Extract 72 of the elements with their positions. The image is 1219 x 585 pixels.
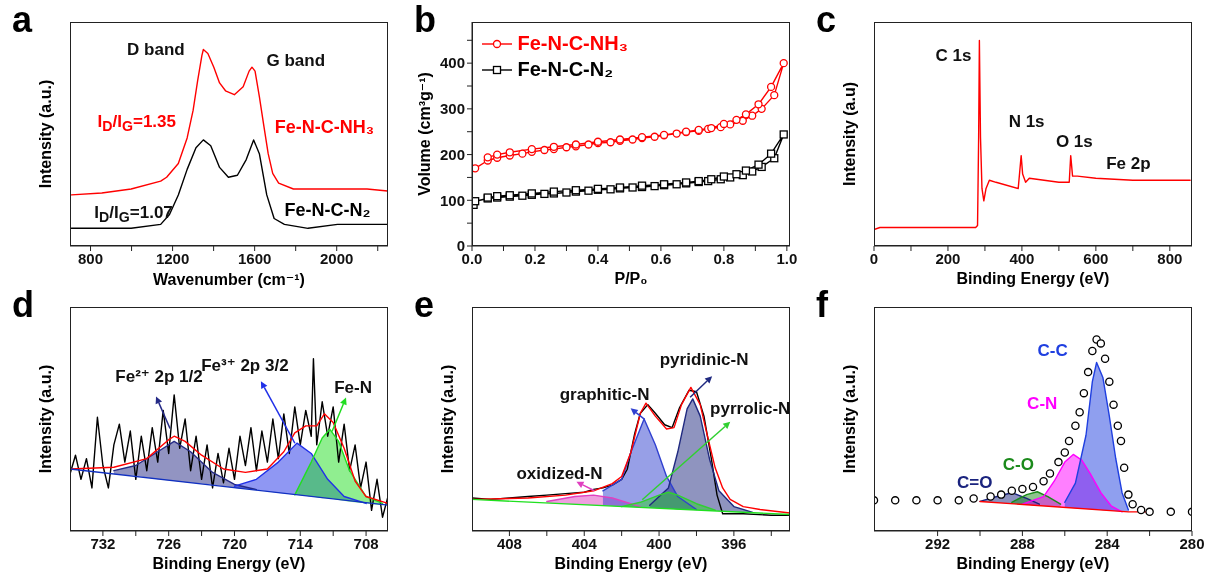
x-tick-label: 726 bbox=[156, 534, 182, 552]
annotation: C-N bbox=[1027, 393, 1058, 413]
series-label: Fe-N-C-N₂ bbox=[284, 199, 371, 221]
x-tick-label: 0.4 bbox=[587, 249, 610, 267]
text: pyridinic-N bbox=[659, 349, 749, 369]
x-tick-label: 408 bbox=[496, 534, 522, 552]
x-tick-label: 708 bbox=[353, 534, 379, 552]
y-axis-title: Intensity (a.u.) bbox=[37, 364, 55, 474]
annotation: O 1s bbox=[1055, 131, 1093, 151]
x-tick-label: 2000 bbox=[320, 249, 354, 267]
x-tick-label: 1200 bbox=[155, 249, 190, 267]
x-tick-label: 732 bbox=[90, 534, 116, 552]
annotation: C=O bbox=[957, 472, 993, 492]
x-tick-label: 714 bbox=[287, 534, 314, 552]
x-tick-label: 280 bbox=[1179, 534, 1205, 552]
annotation: Fe³⁺ 2p 3/2 bbox=[201, 355, 289, 375]
chart-title: c bbox=[816, 0, 837, 40]
x-tick-label: 284 bbox=[1094, 534, 1121, 552]
x-tick-label: 400 bbox=[646, 534, 672, 552]
x-tick-label: 292 bbox=[925, 534, 951, 552]
legend-label: Fe-N-C-NH₃ bbox=[517, 32, 628, 56]
y-axis-title: Intensity (a.u.) bbox=[37, 79, 55, 189]
annotation: I$_{D}$/I$_{G}$=1.35 bbox=[97, 111, 176, 134]
y-axis-title: Intensity (a.u.) bbox=[439, 364, 457, 474]
x-tick-label: 0.6 bbox=[650, 249, 672, 267]
annotation: Fe 2p bbox=[1106, 153, 1151, 173]
chart-title: f bbox=[816, 284, 828, 325]
x-axis-title: Binding Energy (eV) bbox=[151, 555, 307, 573]
x-tick-label: 396 bbox=[721, 534, 747, 552]
x-tick-label: 1600 bbox=[237, 249, 272, 267]
x-axis-title: Binding Energy (eV) bbox=[955, 270, 1111, 288]
chart-title: a bbox=[12, 0, 33, 40]
annotation: G band bbox=[266, 50, 326, 70]
annotation: C 1s bbox=[935, 45, 972, 65]
y-tick-label: 400 bbox=[439, 54, 465, 72]
annotation: oxidized-N bbox=[516, 463, 603, 483]
y-axis-title: Volume (cm³g⁻¹) bbox=[414, 72, 434, 196]
x-tick-label: 0 bbox=[869, 249, 879, 267]
annotation: graphitic-N bbox=[559, 384, 650, 404]
annotation: Fe²⁺ 2p 1/2 bbox=[115, 366, 203, 386]
annotation: pyrrolic-N bbox=[710, 398, 791, 418]
x-tick-label: 404 bbox=[571, 534, 598, 552]
x-tick-label: 0.2 bbox=[524, 249, 546, 267]
legend-label: Fe-N-C-N₂ bbox=[517, 58, 614, 82]
chart-title: e bbox=[414, 284, 435, 325]
x-axis-title: Binding Energy (eV) bbox=[553, 555, 709, 573]
y-axis-title: Intensity (a.u.) bbox=[841, 364, 859, 474]
x-tick-label: 800 bbox=[78, 249, 104, 267]
y-tick-label: 100 bbox=[439, 191, 465, 209]
x-axis-title: Binding Energy (eV) bbox=[955, 555, 1111, 573]
x-tick-label: 288 bbox=[1009, 534, 1035, 552]
y-tick-label: 0 bbox=[456, 237, 465, 255]
chart-title: d bbox=[12, 284, 34, 325]
annotation: D band bbox=[127, 39, 185, 59]
x-axis-title: Wavenumber (cm⁻¹) bbox=[152, 270, 306, 289]
chart-title: b bbox=[414, 0, 436, 40]
annotation: N 1s bbox=[1008, 111, 1045, 131]
x-tick-label: 0.8 bbox=[713, 249, 735, 267]
y-axis-title: Intensity (a.u) bbox=[841, 81, 859, 187]
x-tick-label: 600 bbox=[1083, 249, 1109, 267]
y-tick-label: 300 bbox=[439, 100, 465, 118]
annotation: C-C bbox=[1037, 340, 1068, 360]
x-axis-title: P/P₀ bbox=[613, 270, 649, 288]
x-tick-label: 400 bbox=[1009, 249, 1035, 267]
x-tick-label: 800 bbox=[1157, 249, 1183, 267]
annotation: Fe-N bbox=[334, 377, 372, 397]
x-tick-label: 1.0 bbox=[776, 249, 798, 267]
x-tick-label: 720 bbox=[221, 534, 247, 552]
annotation: C-O bbox=[1002, 454, 1034, 474]
series-label: Fe-N-C-NH₃ bbox=[274, 116, 375, 138]
y-tick-label: 200 bbox=[439, 145, 465, 163]
x-tick-label: 200 bbox=[935, 249, 961, 267]
